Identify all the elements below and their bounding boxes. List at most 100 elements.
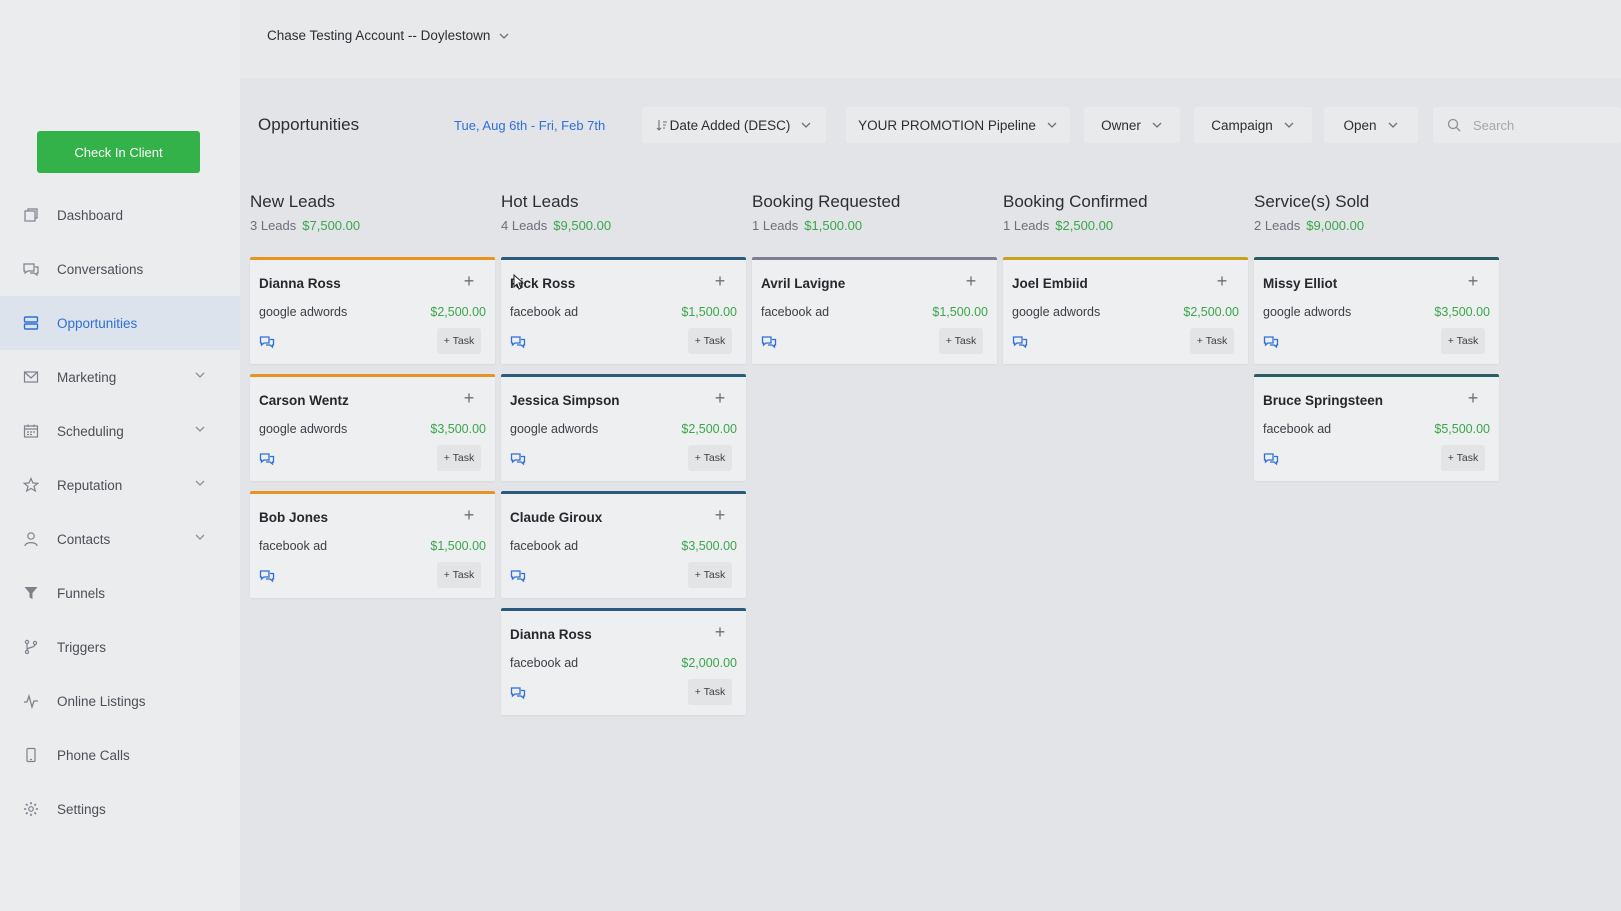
sidebar-item-phone-calls[interactable]: Phone Calls (0, 728, 240, 782)
lead-source: facebook ad (1263, 422, 1332, 436)
contact-name[interactable]: Carson Wentz (259, 393, 349, 408)
sidebar-item-funnels[interactable]: Funnels (0, 566, 240, 620)
opportunity-card[interactable]: Claude Giroux + facebook ad $3,500.00 + Task (501, 491, 746, 598)
contact-name[interactable]: Bob Jones (259, 510, 329, 525)
sidebar-item-label: Opportunities (57, 315, 138, 331)
chevron-down-icon[interactable] (194, 369, 208, 383)
sidebar-item-contacts[interactable]: Contacts (0, 512, 240, 566)
conversation-icon[interactable] (510, 452, 526, 466)
chevron-down-icon[interactable] (194, 423, 208, 437)
opportunity-card[interactable]: Bruce Springsteen + facebook ad $5,500.00 + … (1254, 374, 1499, 481)
add-task-button[interactable]: + Task (437, 328, 481, 354)
add-task-button[interactable]: + Task (1441, 445, 1485, 471)
contact-name[interactable]: Claude Giroux (510, 510, 603, 525)
search-placeholder: Search (1473, 117, 1515, 133)
conversation-icon[interactable] (259, 569, 275, 583)
chevron-down-icon (1388, 122, 1397, 128)
conversation-icon[interactable] (510, 686, 526, 700)
opportunity-value: $3,500.00 (681, 539, 737, 553)
add-task-button[interactable]: + Task (1441, 328, 1485, 354)
calendar-icon (22, 422, 40, 440)
plus-icon[interactable]: + (1467, 388, 1479, 408)
conversation-icon[interactable] (1263, 452, 1279, 466)
add-task-button[interactable]: + Task (688, 328, 732, 354)
opportunity-card[interactable]: Carson Wentz + google adwords $3,500.00 + Ta… (250, 374, 495, 481)
contact-name[interactable]: Dianna Ross (259, 276, 341, 291)
contact-name[interactable]: Bruce Springsteen (1263, 393, 1384, 408)
contact-name[interactable]: Dianna Ross (510, 627, 592, 642)
conversation-icon[interactable] (1012, 335, 1028, 349)
campaign-dropdown[interactable]: Campaign (1194, 107, 1312, 143)
add-task-button[interactable]: + Task (1190, 328, 1234, 354)
account-switcher[interactable]: Chase Testing Account -- Doylestown (267, 28, 510, 43)
owner-dropdown[interactable]: Owner (1084, 107, 1180, 143)
sidebar-item-conversations[interactable]: Conversations (0, 242, 240, 296)
sidebar-item-online-listings[interactable]: Online Listings (0, 674, 240, 728)
opportunity-card[interactable]: Joel Embiid + google adwords $2,500.00 + Tas… (1003, 257, 1248, 364)
card-list: Dianna Ross + google adwords $2,500.00 + Tas… (250, 257, 495, 608)
plus-icon[interactable]: + (463, 505, 475, 525)
sidebar-item-opportunities[interactable]: Opportunities (0, 296, 240, 350)
plus-icon[interactable]: + (463, 271, 475, 291)
add-task-button[interactable]: + Task (437, 445, 481, 471)
conversation-icon[interactable] (510, 335, 526, 349)
add-task-button[interactable]: + Task (437, 562, 481, 588)
conversation-icon[interactable] (259, 335, 275, 349)
sidebar-item-label: Dashboard (57, 207, 124, 223)
date-range-picker[interactable]: Tue, Aug 6th - Fri, Feb 7th (454, 118, 606, 133)
sidebar-item-settings[interactable]: Settings (0, 782, 240, 836)
plus-icon[interactable]: + (965, 271, 977, 291)
chevron-down-icon (499, 33, 509, 39)
sidebar-item-triggers[interactable]: Triggers (0, 620, 240, 674)
lead-count: 2 Leads (1254, 218, 1301, 233)
contact-name[interactable]: Jessica Simpson (510, 393, 620, 408)
opportunity-card[interactable]: Rick Ross + facebook ad $1,500.00 + Task (501, 257, 746, 364)
conversation-icon[interactable] (259, 452, 275, 466)
opportunity-card[interactable]: Missy Elliot + google adwords $3,500.00 + Ta… (1254, 257, 1499, 364)
opportunity-card[interactable]: Dianna Ross + facebook ad $2,000.00 + Task (501, 608, 746, 715)
add-task-button[interactable]: + Task (688, 445, 732, 471)
pipeline-dropdown[interactable]: YOUR PROMOTION Pipeline (846, 107, 1070, 143)
add-task-button[interactable]: + Task (688, 679, 732, 705)
contact-name[interactable]: Avril Lavigne (761, 276, 846, 291)
opportunity-card[interactable]: Bob Jones + facebook ad $1,500.00 + Task (250, 491, 495, 598)
plus-icon[interactable]: + (714, 505, 726, 525)
sidebar-item-label: Triggers (57, 639, 107, 655)
sidebar-item-scheduling[interactable]: Scheduling (0, 404, 240, 458)
chevron-down-icon (1152, 122, 1162, 128)
contact-name[interactable]: Rick Ross (510, 276, 576, 291)
opportunity-value: $2,500.00 (681, 422, 737, 436)
sidebar-item-reputation[interactable]: Reputation (0, 458, 240, 512)
conversation-icon[interactable] (1263, 335, 1279, 349)
plus-icon[interactable]: + (714, 388, 726, 408)
sidebar-item-dashboard[interactable]: Dashboard (0, 188, 240, 242)
chevron-down-icon (801, 122, 811, 128)
plus-icon[interactable]: + (1467, 271, 1479, 291)
opportunity-card[interactable]: Avril Lavigne + facebook ad $1,500.00 + Task (752, 257, 997, 364)
star-icon (22, 476, 40, 494)
lead-source: facebook ad (510, 539, 579, 553)
conversation-icon[interactable] (510, 569, 526, 583)
search-input[interactable]: Search (1433, 107, 1621, 143)
plus-icon[interactable]: + (1216, 271, 1228, 291)
plus-icon[interactable]: + (463, 388, 475, 408)
search-icon (1447, 118, 1461, 132)
opportunity-card[interactable]: Jessica Simpson + google adwords $2,500.00 +… (501, 374, 746, 481)
check-in-client-button[interactable]: Check In Client (37, 131, 200, 173)
chevron-down-icon[interactable] (194, 477, 208, 491)
add-task-button[interactable]: + Task (688, 562, 732, 588)
sort-dropdown[interactable]: Date Added (DESC) (642, 107, 826, 143)
contact-name[interactable]: Missy Elliot (1263, 276, 1338, 291)
contact-name[interactable]: Joel Embiid (1012, 276, 1088, 291)
conversation-icon[interactable] (761, 335, 777, 349)
sidebar: Check In Client Dashboard Conversations Op… (0, 0, 240, 911)
chevron-down-icon[interactable] (194, 531, 208, 545)
column-total: $1,500.00 (804, 218, 863, 233)
sidebar-item-marketing[interactable]: Marketing (0, 350, 240, 404)
status-dropdown[interactable]: Open (1324, 107, 1418, 143)
plus-icon[interactable]: + (714, 622, 726, 642)
plus-icon[interactable]: + (714, 271, 726, 291)
owner-label: Owner (1101, 117, 1141, 133)
opportunity-card[interactable]: Dianna Ross + google adwords $2,500.00 + Tas… (250, 257, 495, 364)
add-task-button[interactable]: + Task (939, 328, 983, 354)
